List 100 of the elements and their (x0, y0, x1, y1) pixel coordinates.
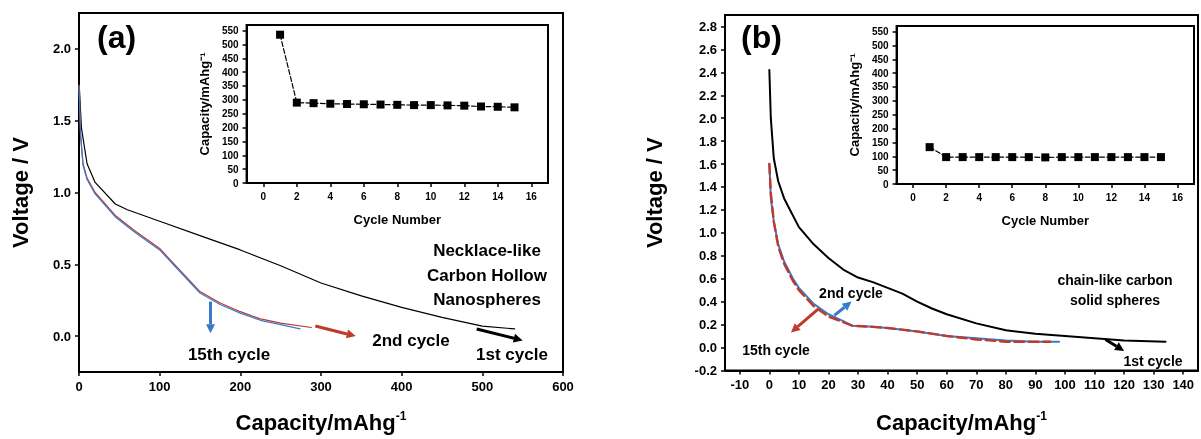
x-tick-label: 12 (1105, 191, 1118, 203)
x-tick-label: 8 (1042, 191, 1049, 203)
x-tick-label: 0 (75, 379, 83, 394)
y-tick-label: 2.8 (698, 18, 717, 34)
y-tick-label: 250 (871, 109, 890, 121)
y-tick-label: 0.5 (52, 256, 71, 272)
x-tick-label: 400 (390, 379, 413, 394)
y-tick-label: 300 (221, 94, 240, 106)
y-tick-label: 450 (221, 52, 240, 64)
x-tick-label: 0 (260, 190, 267, 202)
y-tick-label: 2.6 (698, 41, 717, 57)
y-tick-label: 500 (221, 38, 240, 50)
x-tick-label: 4 (976, 191, 983, 203)
y-tick-label: 1.0 (698, 225, 717, 241)
x-tick-label: 16 (525, 190, 538, 202)
y-axis-title: Voltage / V (7, 136, 33, 248)
y-tick-label: 1.6 (698, 156, 717, 172)
y-tick-label: 200 (871, 123, 890, 135)
y-tick-label: 350 (871, 81, 890, 93)
y-tick-label: 250 (221, 108, 240, 120)
y-tick-label: 1.0 (52, 185, 71, 200)
x-tick-label: 10 (425, 190, 437, 202)
x-tick-label: 100 (148, 379, 171, 394)
y-tick-label: 0.8 (698, 248, 717, 264)
chart-title: (b) (741, 19, 782, 55)
y-axis-title: Voltage / V (641, 136, 667, 249)
x-tick-label: 120 (1113, 377, 1135, 393)
x-tick-label: 8 (394, 190, 401, 202)
x-tick-label: 90 (1028, 377, 1043, 393)
x-tick-label: 100 (1054, 377, 1076, 393)
annotation: 1st cycle (1123, 353, 1183, 369)
y-tick-label: 550 (871, 26, 890, 38)
x-tick-label: 600 (552, 379, 574, 394)
x-tick-label: 16 (1171, 191, 1184, 203)
x-axis-title: Cycle Number (353, 212, 441, 227)
x-tick-label: 70 (969, 377, 984, 393)
y-axis-title: Capacity/mAhg⁻¹ (847, 53, 862, 157)
x-tick-label: 2 (943, 191, 950, 203)
x-axis-title: Cycle Number (1001, 213, 1089, 228)
x-tick-label: 6 (1009, 191, 1016, 203)
y-tick-label: 500 (871, 39, 890, 51)
annotation: Necklace-like Carbon Hollow Nanospheres (427, 240, 548, 310)
y-tick-label: 2.4 (698, 64, 718, 80)
x-tick-label: 0 (910, 191, 917, 203)
y-tick-label: 200 (221, 122, 240, 134)
annotation: 15th cycle (742, 342, 811, 358)
x-tick-label: 12 (458, 190, 471, 202)
y-tick-label: 1.8 (698, 133, 717, 149)
y-tick-label: 50 (227, 163, 240, 175)
annotation: 2nd cycle (819, 285, 884, 301)
x-tick-label: 14 (492, 190, 504, 202)
y-tick-label: 150 (221, 135, 240, 147)
x-tick-label: 10 (791, 377, 807, 393)
y-tick-label: 100 (221, 149, 240, 161)
x-tick-label: 0 (765, 377, 773, 393)
x-tick-label: 6 (361, 190, 368, 202)
x-tick-label: 40 (880, 377, 895, 393)
y-tick-label: 2.0 (698, 110, 717, 126)
x-tick-label: 20 (821, 377, 836, 393)
annotation: chain-like carbon solid spheres (1057, 271, 1173, 309)
annotation: 15th cycle (187, 344, 271, 364)
x-tick-label: -10 (730, 377, 750, 393)
y-tick-label: 2.2 (698, 87, 717, 103)
y-tick-label: 0.0 (52, 328, 71, 344)
x-tick-label: 130 (1142, 377, 1165, 393)
x-tick-label: 140 (1172, 377, 1195, 393)
y-tick-label: 50 (877, 164, 890, 176)
x-tick-label: 110 (1084, 377, 1106, 393)
x-tick-label: 50 (909, 377, 925, 393)
x-tick-label: 14 (1138, 191, 1151, 203)
x-tick-label: 10 (1072, 191, 1085, 203)
y-tick-label: -0.2 (694, 362, 717, 378)
annotation: 1st cycle (476, 344, 548, 364)
x-tick-label: 30 (850, 377, 866, 393)
y-tick-label: 100 (871, 150, 890, 162)
y-tick-label: 0 (233, 177, 240, 189)
y-tick-label: 300 (871, 95, 890, 107)
x-tick-label: 300 (310, 379, 332, 394)
y-tick-label: 400 (871, 67, 890, 79)
y-axis-title: Capacity/mAhg⁻¹ (197, 52, 212, 156)
x-tick-label: 2 (294, 190, 301, 202)
x-tick-label: 80 (998, 377, 1014, 393)
y-tick-label: 1.5 (52, 113, 71, 129)
y-tick-label: 350 (221, 80, 240, 92)
y-tick-label: 0.6 (698, 271, 717, 287)
y-tick-label: 2.0 (52, 41, 71, 57)
y-tick-label: 450 (871, 53, 890, 65)
y-tick-label: 550 (221, 25, 240, 37)
y-tick-label: 150 (871, 136, 890, 148)
x-tick-label: 500 (471, 379, 494, 394)
x-tick-label: 60 (939, 377, 954, 393)
annotation: 2nd cycle (372, 330, 450, 350)
y-tick-label: 0.2 (698, 317, 717, 333)
x-tick-label: 4 (327, 190, 334, 202)
y-tick-label: 0.0 (698, 339, 717, 355)
chart-title: (a) (97, 19, 137, 55)
y-tick-label: 0 (883, 178, 890, 190)
y-tick-label: 400 (221, 66, 240, 78)
y-tick-label: 0.4 (698, 294, 718, 310)
y-tick-label: 1.4 (698, 179, 718, 195)
